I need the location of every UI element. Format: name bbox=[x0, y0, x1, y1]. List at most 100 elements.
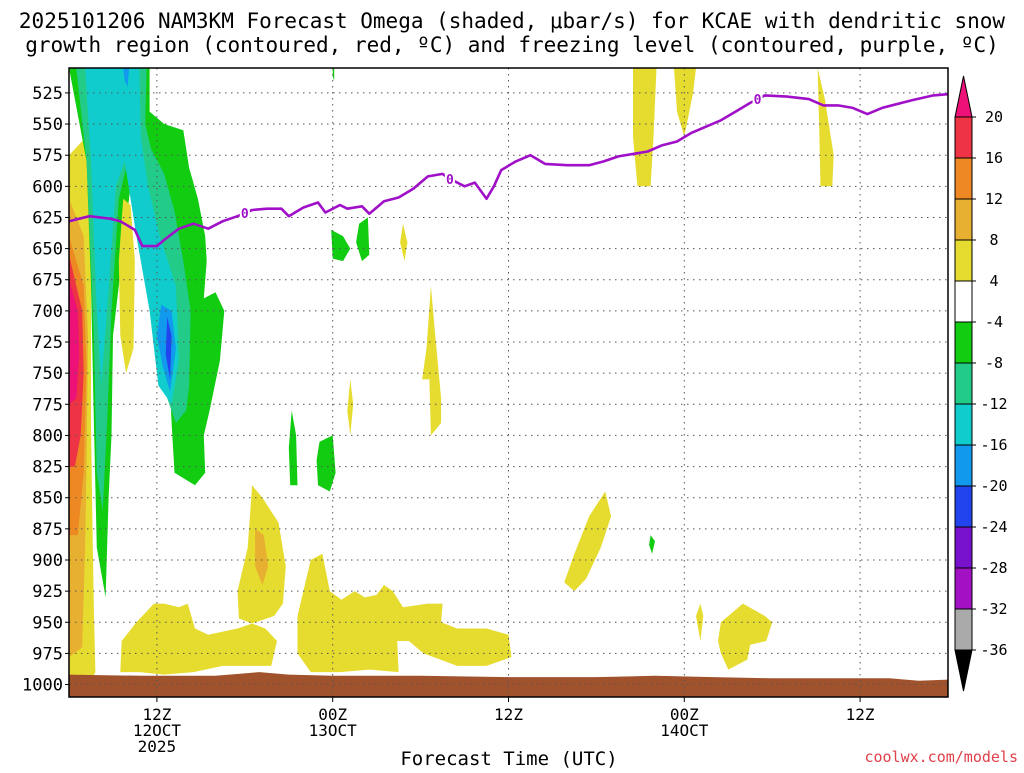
omega-region-4-to-8 bbox=[400, 223, 408, 262]
colorbar-label--4: -4 bbox=[985, 313, 1003, 331]
freezing-level-label: 0 bbox=[754, 93, 762, 108]
omega-region-m8-to-m4 bbox=[316, 435, 336, 492]
colorbar-segment-12-to-16 bbox=[954, 157, 973, 200]
colorbar-label-20: 20 bbox=[985, 108, 1003, 126]
grid-layer bbox=[69, 68, 948, 697]
y-tick-label-700: 700 bbox=[32, 302, 63, 322]
y-tick-label-625: 625 bbox=[32, 208, 63, 228]
omega-region-4-to-8 bbox=[817, 68, 834, 187]
ground-layer bbox=[69, 672, 948, 697]
colorbar-segment-m8-to-m4 bbox=[954, 321, 973, 364]
omega-region-8-to-12 bbox=[255, 528, 269, 585]
x-tick-label-42-1: 14OCT bbox=[660, 721, 709, 740]
omega-region-m20-to-m16 bbox=[123, 68, 130, 87]
freezing-level-label: 0 bbox=[446, 173, 454, 188]
omega-region-m8-to-m4 bbox=[356, 217, 370, 262]
omega-region-4-to-8 bbox=[718, 603, 773, 670]
ground-surface bbox=[69, 672, 948, 697]
y-tick-label-775: 775 bbox=[32, 395, 63, 415]
colorbar-label--28: -28 bbox=[980, 559, 1007, 577]
x-tick-label-54-0: 12Z bbox=[846, 705, 875, 724]
source-credit: coolwx.com/models bbox=[864, 748, 1018, 766]
colorbar-label--16: -16 bbox=[980, 436, 1007, 454]
colorbar-label-4: 4 bbox=[989, 272, 998, 290]
y-tick-label-600: 600 bbox=[32, 177, 63, 197]
omega-region-4-to-8 bbox=[297, 553, 512, 673]
colorbar-segment-m32-to-m28 bbox=[954, 567, 973, 610]
colorbar-label-12: 12 bbox=[985, 190, 1003, 208]
omega-region-m24-to-m20 bbox=[165, 317, 172, 380]
chart-title-line-2: growth region (contoured, red, ºC) and f… bbox=[25, 33, 999, 57]
x-tick-label-30-0: 12Z bbox=[494, 705, 523, 724]
colorbar-label--12: -12 bbox=[980, 395, 1007, 413]
y-tick-label-875: 875 bbox=[32, 520, 63, 540]
colorbar-segment-m28-to-m24 bbox=[954, 526, 973, 569]
x-tick-label-6-2: 2025 bbox=[138, 737, 177, 756]
colorbar-segment-m36-to-m32 bbox=[954, 608, 973, 651]
x-tick-label-18-0: 00Z bbox=[318, 705, 347, 724]
omega-region-4-to-8 bbox=[564, 491, 612, 592]
omega-region-4-to-8 bbox=[120, 485, 286, 675]
colorbar-label--8: -8 bbox=[985, 354, 1003, 372]
colorbar-label--24: -24 bbox=[980, 518, 1007, 536]
omega-shading-layer bbox=[69, 68, 834, 691]
freezing-level-layer: 0 0 0 bbox=[69, 91, 948, 248]
y-tick-label-1000: 1000 bbox=[22, 676, 63, 696]
y-tick-label-550: 550 bbox=[32, 115, 63, 135]
colorbar-segment-m24-to-m20 bbox=[954, 485, 973, 528]
y-tick-label-650: 650 bbox=[32, 240, 63, 260]
omega-region-m8-to-m4 bbox=[332, 68, 335, 81]
colorbar-bottom-arrow bbox=[954, 649, 973, 692]
y-tick-label-750: 750 bbox=[32, 364, 63, 384]
y-tick-label-925: 925 bbox=[32, 582, 63, 602]
omega-region-m16-to-m12 bbox=[85, 68, 179, 405]
colorbar-segment-4-to-8 bbox=[954, 239, 973, 282]
x-axis-title: Forecast Time (UTC) bbox=[400, 748, 617, 768]
freezing-level-label: 0 bbox=[241, 207, 249, 222]
x-tick-label-42-0: 00Z bbox=[670, 705, 699, 724]
colorbar-label--32: -32 bbox=[980, 600, 1007, 618]
colorbar-segment-16-to-20 bbox=[954, 116, 973, 159]
colorbar-segment-m20-to-m16 bbox=[954, 444, 973, 487]
omega-region-4-to-8 bbox=[422, 286, 442, 473]
x-tick-label-18-1: 13OCT bbox=[309, 721, 358, 740]
freezing-label-bg bbox=[239, 205, 250, 221]
colorbar-label--36: -36 bbox=[980, 641, 1007, 659]
pressure-axis: 525 550 575 600 625 650 675 700 725 750 775 800 825 8… bbox=[22, 84, 69, 696]
y-tick-label-825: 825 bbox=[32, 458, 63, 478]
y-tick-label-575: 575 bbox=[32, 146, 63, 166]
y-tick-label-900: 900 bbox=[32, 551, 63, 571]
omega-region-gt20 bbox=[69, 279, 80, 405]
omega-region-4-to-8 bbox=[674, 68, 696, 137]
x-tick-label-6-1: 12OCT bbox=[133, 721, 182, 740]
omega-region-m8-to-m4 bbox=[649, 535, 655, 554]
colorbar-label--20: -20 bbox=[980, 477, 1007, 495]
colorbar: 20 16 12 8 4 -4 -8 -12 -16 -20 -24 -28 -32 -36 bbox=[954, 75, 1008, 692]
colorbar-segment-m12-to-m8 bbox=[954, 362, 973, 405]
colorbar-segment-m4-to-4 bbox=[954, 280, 973, 323]
chart-title-line-1: 2025101206 NAM3KM Forecast Omega (shaded… bbox=[19, 9, 1006, 33]
freezing-label-bg bbox=[752, 91, 763, 107]
omega-region-m8-to-m4 bbox=[288, 410, 298, 486]
colorbar-label-16: 16 bbox=[985, 149, 1003, 167]
y-tick-label-975: 975 bbox=[32, 644, 63, 664]
freezing-label-bg bbox=[444, 170, 455, 186]
omega-region-4-to-8 bbox=[118, 198, 135, 374]
y-tick-label-525: 525 bbox=[32, 84, 63, 104]
y-tick-label-675: 675 bbox=[32, 271, 63, 291]
colorbar-label-8: 8 bbox=[989, 231, 998, 249]
y-tick-label-850: 850 bbox=[32, 489, 63, 509]
y-tick-label-800: 800 bbox=[32, 426, 63, 446]
freezing-level-line bbox=[69, 92, 948, 248]
omega-region-4-to-8 bbox=[347, 379, 354, 436]
x-tick-label-6-0: 12Z bbox=[142, 705, 171, 724]
colorbar-segment-m16-to-m12 bbox=[954, 403, 973, 446]
colorbar-segment-8-to-12 bbox=[954, 198, 973, 241]
y-tick-label-725: 725 bbox=[32, 333, 63, 353]
y-tick-label-950: 950 bbox=[32, 613, 63, 633]
omega-region-m8-to-m4 bbox=[331, 229, 351, 262]
omega-region-4-to-8 bbox=[633, 68, 657, 187]
